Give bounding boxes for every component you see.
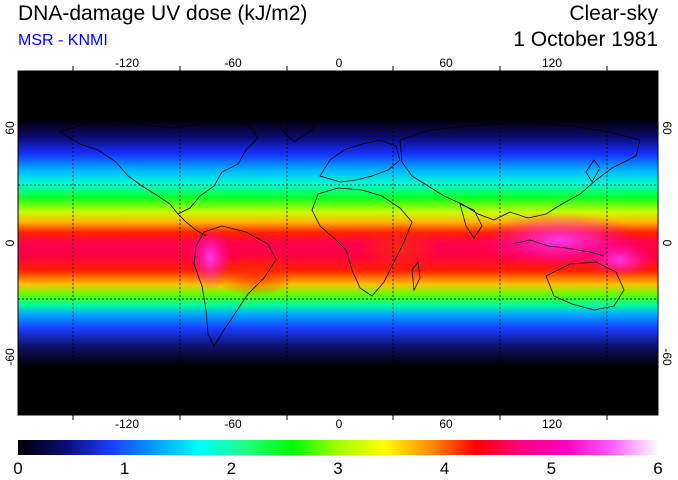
date-label: 1 October 1981 [513,28,658,51]
colorbar-tick-label: 2 [227,459,236,478]
lat-tick-left: 0 [3,239,17,246]
colorbar-tick-label: 1 [120,459,129,478]
map-title: DNA-damage UV dose (kJ/m2) [18,2,308,25]
lon-tick-top: 60 [439,56,453,70]
colorbar-tick-label: 4 [440,459,449,478]
colorbar-tick-label: 6 [653,459,662,478]
lon-tick-bottom: -60 [224,417,242,431]
colorbar-tick-label: 0 [13,459,22,478]
lon-tick-top: -60 [224,56,242,70]
sky-condition-label: Clear-sky [569,2,658,25]
lon-tick-bottom: 60 [439,417,453,431]
lat-tick-right: -60 [660,348,674,366]
colorbar [18,440,658,455]
map-frame [17,70,659,416]
lat-tick-right: 0 [660,240,674,247]
uv-field [18,71,658,415]
lat-tick-left: 60 [3,121,17,135]
lon-tick-top: -120 [115,56,139,70]
source-label: MSR - KNMI [18,32,108,49]
frame-ticks [72,66,608,420]
lon-tick-bottom: -120 [115,417,139,431]
lon-tick-bottom: 0 [336,417,343,431]
coastlines [59,97,641,347]
colorbar-labels: 0 1 2 3 4 5 6 [13,459,662,478]
lat-tick-left: -60 [3,348,17,366]
graticule [18,71,658,415]
lon-tick-top: 120 [542,56,562,70]
colorbar-tick-label: 5 [547,459,556,478]
colorbar-tick-label: 3 [333,459,342,478]
lat-tick-right: 60 [660,121,674,135]
lon-tick-bottom: 120 [542,417,562,431]
lon-tick-top: 0 [336,56,343,70]
